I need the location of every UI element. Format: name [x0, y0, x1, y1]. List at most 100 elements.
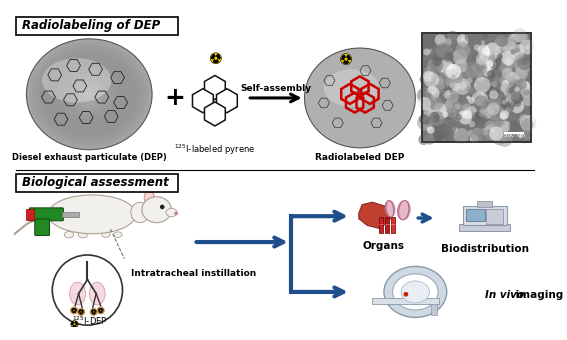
Circle shape: [454, 75, 463, 83]
Circle shape: [508, 80, 523, 95]
Text: Radiolabeling of DEP: Radiolabeling of DEP: [22, 19, 160, 32]
Circle shape: [459, 110, 466, 118]
Circle shape: [447, 68, 462, 84]
Polygon shape: [73, 324, 76, 327]
Ellipse shape: [27, 39, 152, 150]
Ellipse shape: [324, 69, 379, 107]
Circle shape: [487, 70, 495, 78]
Circle shape: [506, 43, 516, 53]
Circle shape: [446, 113, 452, 119]
Circle shape: [493, 121, 502, 130]
Circle shape: [455, 66, 470, 81]
Circle shape: [489, 105, 505, 120]
Circle shape: [438, 35, 443, 40]
Circle shape: [468, 97, 475, 104]
Circle shape: [476, 73, 485, 81]
Circle shape: [522, 105, 526, 109]
Circle shape: [459, 81, 467, 90]
Circle shape: [504, 53, 518, 67]
Polygon shape: [346, 55, 350, 59]
Circle shape: [504, 41, 516, 53]
Ellipse shape: [70, 282, 86, 305]
Circle shape: [462, 104, 472, 114]
Circle shape: [440, 59, 453, 73]
Circle shape: [491, 81, 497, 88]
Circle shape: [513, 32, 526, 45]
Circle shape: [473, 83, 477, 87]
Text: imaging: imaging: [513, 290, 564, 300]
Circle shape: [456, 42, 469, 55]
Circle shape: [497, 131, 513, 147]
Bar: [379, 217, 383, 233]
Circle shape: [445, 101, 453, 109]
Circle shape: [500, 74, 514, 88]
Circle shape: [484, 136, 490, 141]
Circle shape: [486, 67, 489, 71]
Circle shape: [521, 91, 529, 99]
Bar: [62, 211, 79, 217]
Text: Diesel exhaust particulate (DEP): Diesel exhaust particulate (DEP): [12, 153, 167, 163]
Circle shape: [481, 130, 493, 141]
Circle shape: [506, 78, 521, 92]
Circle shape: [515, 66, 528, 80]
Circle shape: [446, 82, 458, 94]
Circle shape: [443, 52, 454, 62]
Circle shape: [446, 90, 451, 95]
Ellipse shape: [82, 87, 97, 101]
Text: In vivo: In vivo: [485, 290, 523, 300]
Circle shape: [469, 88, 481, 100]
Circle shape: [430, 100, 439, 109]
Ellipse shape: [68, 76, 110, 113]
Circle shape: [422, 124, 428, 129]
Circle shape: [422, 60, 430, 67]
Circle shape: [460, 38, 467, 46]
Ellipse shape: [384, 267, 447, 318]
Circle shape: [511, 91, 520, 100]
Ellipse shape: [55, 64, 123, 124]
Circle shape: [489, 53, 497, 61]
Circle shape: [490, 115, 502, 127]
Circle shape: [477, 123, 489, 135]
Circle shape: [474, 77, 490, 93]
Circle shape: [459, 40, 467, 47]
Circle shape: [431, 74, 435, 79]
Polygon shape: [79, 310, 81, 312]
Ellipse shape: [74, 80, 105, 108]
Circle shape: [452, 103, 467, 117]
Circle shape: [97, 307, 104, 314]
Circle shape: [487, 103, 500, 116]
Circle shape: [507, 38, 511, 42]
Text: Biological assessment: Biological assessment: [22, 176, 168, 189]
Bar: [27, 209, 34, 220]
Circle shape: [522, 126, 528, 133]
Circle shape: [502, 67, 513, 79]
Circle shape: [475, 58, 488, 72]
Circle shape: [434, 105, 448, 119]
Circle shape: [417, 88, 431, 103]
Ellipse shape: [142, 197, 171, 223]
Circle shape: [481, 59, 493, 72]
Circle shape: [448, 83, 460, 95]
Ellipse shape: [42, 58, 111, 103]
Circle shape: [74, 323, 75, 325]
Circle shape: [483, 101, 490, 108]
Polygon shape: [211, 54, 216, 59]
Circle shape: [505, 82, 513, 90]
Circle shape: [434, 36, 445, 47]
Ellipse shape: [392, 274, 438, 310]
Ellipse shape: [63, 71, 116, 117]
Circle shape: [473, 62, 486, 75]
Ellipse shape: [61, 69, 118, 120]
Circle shape: [466, 96, 471, 100]
Circle shape: [494, 110, 501, 117]
Circle shape: [454, 115, 461, 121]
Circle shape: [90, 308, 97, 316]
Circle shape: [430, 99, 438, 107]
Circle shape: [510, 50, 514, 54]
Circle shape: [496, 35, 510, 48]
Ellipse shape: [66, 73, 113, 115]
Circle shape: [520, 136, 527, 143]
Circle shape: [492, 130, 507, 145]
Circle shape: [496, 39, 501, 44]
Circle shape: [436, 81, 445, 90]
